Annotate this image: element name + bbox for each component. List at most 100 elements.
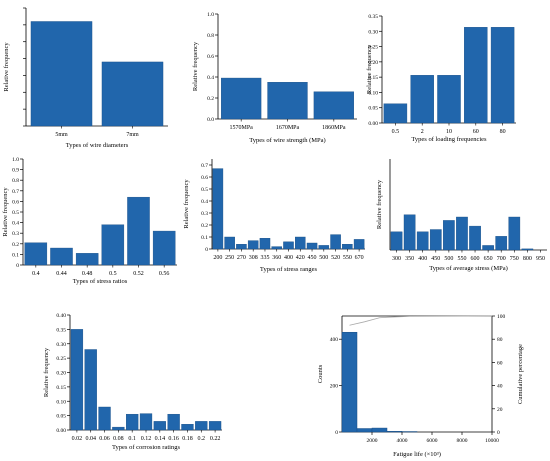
bar-2 <box>410 75 434 124</box>
y-tick-label: 400 <box>330 337 339 343</box>
x-tick-label: 700 <box>497 256 506 262</box>
x-tick-label: 670 <box>355 255 364 261</box>
y2-tick-label: 40 <box>497 384 503 390</box>
bar-0.4 <box>24 242 48 266</box>
bar-1670MPa <box>267 82 308 120</box>
x-tick-label: 950 <box>536 256 545 262</box>
bar-0.12 <box>139 413 153 431</box>
panel-average-stress: 300 350 400 450 500 550 600 650 700 750 800 950 Type… <box>376 159 547 272</box>
y2-axis-label: Cumulative percentage <box>517 344 524 404</box>
histogram-bar <box>356 428 373 433</box>
y-axis-label: Relative frequency <box>43 347 50 397</box>
y-tick-label: 0.2 <box>201 223 208 229</box>
y-tick-label: 0 <box>335 430 338 436</box>
x-tick-label: 308 <box>249 255 258 261</box>
bar-0.18 <box>181 424 194 431</box>
bar-0.04 <box>84 349 97 431</box>
x-tick-label: 300 <box>392 256 401 262</box>
x-tick-label: 600 <box>471 256 480 262</box>
bar-80 <box>490 27 515 124</box>
y-tick-label: 0.3 <box>201 211 208 217</box>
x-tick-label: 0.18 <box>182 436 193 442</box>
bar-0.52 <box>127 196 150 266</box>
y-tick-label: 0.00 <box>368 121 378 127</box>
bar-650 <box>482 245 494 251</box>
bar-0.1 <box>126 413 139 431</box>
panel-stress-range: 0 0.1 0.2 0.3 0.4 0.5 0.6 0.7 200 250 270 308 335 360… <box>183 159 365 273</box>
x-tick-label: 0.52 <box>133 271 144 277</box>
histogram-bar <box>371 427 388 433</box>
bar-700 <box>495 236 508 251</box>
y-tick-label: 0.10 <box>56 399 66 405</box>
x-tick-label: 0.5 <box>392 129 400 135</box>
x-tick-label: 1570MPa <box>229 125 253 131</box>
x-tick-label: 2 <box>421 129 424 135</box>
x-axis-label: Types of loading frequencies <box>411 136 487 143</box>
bar-360 <box>271 246 282 250</box>
x-tick-label: 5mm <box>55 132 68 138</box>
x-tick-label: 400 <box>418 256 427 262</box>
bar-670 <box>353 239 365 250</box>
bar-350 <box>403 214 416 251</box>
x-tick-label: 750 <box>510 256 519 262</box>
x-axis-label: Fatigue life (×10³) <box>393 451 441 458</box>
y2-tick-label: 20 <box>497 407 503 413</box>
x-tick-label: 0.44 <box>56 271 67 277</box>
y-axis-label: Relative frequency <box>366 44 373 94</box>
bar-308 <box>247 240 259 250</box>
bar-450 <box>306 242 318 250</box>
panel-wire-strength: 0.0 0.2 0.4 0.6 0.8 1.0 1570MPa 1670MPa 1860MPa T… <box>192 12 357 144</box>
y-axis-label: Relative frequency <box>192 41 199 91</box>
y-tick-label: 0.25 <box>368 45 378 51</box>
y-axis-label: Relative frequency <box>376 179 383 229</box>
y-tick-label: 0.8 <box>207 33 214 39</box>
y-tick-label: 0.3 <box>12 231 19 237</box>
bar-0.5 <box>383 103 408 124</box>
bar-5mm <box>30 21 93 127</box>
x-tick-label: 800 <box>523 256 532 262</box>
y-tick-label: 0.0 <box>207 117 214 123</box>
x-tick-label: 0.4 <box>32 271 40 277</box>
x-tick-label: 0.12 <box>141 436 152 442</box>
y-tick-label: 0.8 <box>12 178 19 184</box>
x-tick-label: 0.08 <box>113 436 124 442</box>
y-axis-label: Counts <box>317 364 324 383</box>
x-tick-label: 270 <box>237 255 246 261</box>
bar-0.48 <box>75 253 99 266</box>
x-tick-label: 60 <box>473 129 479 135</box>
x-tick-label: 550 <box>457 256 466 262</box>
y-tick-label: 0.20 <box>368 60 378 66</box>
x-tick-label: 0.06 <box>99 436 110 442</box>
y2-tick-label: 100 <box>497 314 506 320</box>
bar-500 <box>318 245 330 250</box>
y-tick-label: 0.6 <box>12 199 19 205</box>
x-tick-label: 0.48 <box>82 271 93 277</box>
y-tick-label: 0.00 <box>56 428 66 434</box>
y-tick-label: 0.25 <box>56 356 66 362</box>
x-tick-label: 0.2 <box>198 436 206 442</box>
bar-1860MPa <box>313 91 354 120</box>
bar-500 <box>443 220 455 251</box>
bar-800 <box>521 248 534 251</box>
bar-750 <box>508 216 521 251</box>
bar-0.14 <box>153 421 166 431</box>
bar-600 <box>469 225 481 251</box>
bar-550 <box>456 216 468 251</box>
x-tick-label: 0.1 <box>128 436 136 442</box>
bar-400 <box>416 231 429 251</box>
y-tick-label: 0.5 <box>201 187 208 193</box>
x-tick-label: 0.56 <box>159 271 170 277</box>
bar-550 <box>342 243 353 250</box>
x-tick-label: 10000 <box>485 438 499 444</box>
x-axis-label: Types of corrosion ratings <box>112 444 180 451</box>
bar-7mm <box>101 61 164 127</box>
x-tick-label: 0.14 <box>155 436 166 442</box>
x-tick-label: 6000 <box>427 438 438 444</box>
bar-0.06 <box>98 406 111 431</box>
y-tick-label: 0.40 <box>56 313 66 319</box>
bar-0.56 <box>152 230 176 266</box>
x-tick-label: 1670MPa <box>276 125 300 131</box>
panel-loading-frequency: 0.00 0.05 0.10 0.15 0.20 0.25 0.30 0.35 0.5 2 10 60… <box>366 14 516 143</box>
y-tick-label: 0.9 <box>12 168 19 174</box>
x-tick-label: 550 <box>343 255 352 261</box>
